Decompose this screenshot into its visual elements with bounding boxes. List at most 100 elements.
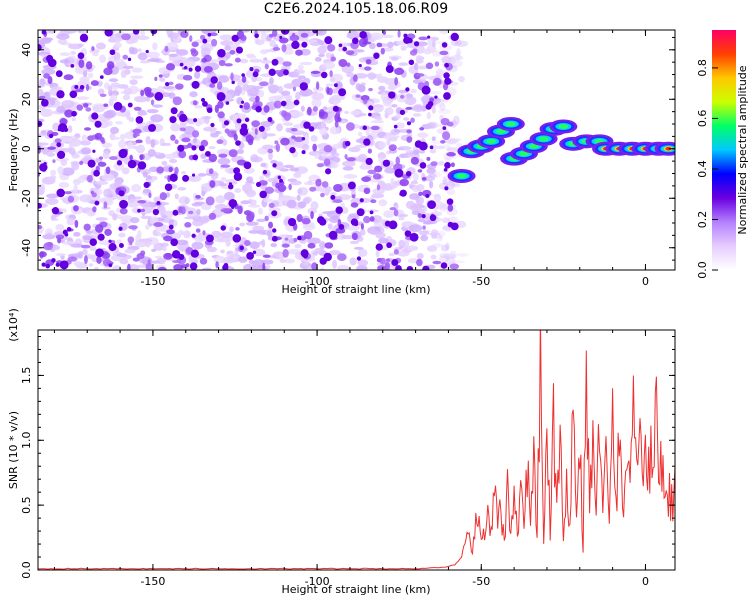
noise-speckle — [230, 72, 234, 81]
noise-speckle — [280, 30, 290, 35]
noise-speckle — [233, 133, 238, 141]
noise-speckle — [285, 127, 290, 133]
noise-speckle — [195, 228, 201, 233]
noise-speckle — [235, 46, 243, 54]
noise-speckle — [125, 111, 131, 120]
noise-speckle — [43, 73, 50, 79]
noise-speckle — [427, 200, 437, 210]
noise-speckle — [417, 213, 423, 219]
noise-speckle — [267, 177, 279, 183]
noise-speckle — [393, 124, 398, 129]
noise-speckle — [245, 70, 254, 78]
noise-speckle — [137, 161, 147, 170]
noise-speckle — [421, 214, 426, 219]
noise-speckle — [216, 139, 224, 145]
noise-speckle — [126, 141, 134, 150]
noise-speckle — [346, 71, 354, 78]
noise-speckle — [346, 157, 356, 162]
noise-speckle — [40, 37, 52, 44]
noise-speckle — [415, 54, 423, 64]
colorbar-tick-label: 0.2 — [696, 211, 709, 229]
snr-xlabel: Height of straight line (km) — [281, 583, 430, 596]
noise-speckle — [456, 39, 462, 46]
noise-speckle — [299, 82, 309, 91]
noise-speckle — [38, 185, 46, 193]
noise-speckle — [105, 166, 111, 175]
noise-speckle — [163, 252, 173, 260]
noise-speckle — [244, 240, 251, 247]
noise-speckle — [324, 185, 332, 193]
noise-speckle — [113, 162, 125, 171]
noise-speckle — [119, 207, 128, 215]
noise-speckle — [412, 202, 423, 211]
noise-speckle — [246, 176, 254, 184]
noise-speckle — [110, 136, 121, 140]
noise-speckle — [450, 32, 459, 42]
noise-speckle — [56, 188, 65, 198]
noise-speckle — [218, 60, 226, 67]
noise-speckle — [46, 152, 55, 158]
noise-speckle — [387, 84, 397, 91]
noise-speckle — [74, 85, 79, 90]
noise-speckle — [235, 227, 240, 231]
noise-speckle — [264, 63, 269, 70]
noise-speckle — [208, 168, 214, 175]
noise-speckle — [282, 122, 294, 126]
noise-speckle — [241, 73, 245, 77]
noise-speckle — [367, 148, 372, 154]
noise-speckle — [410, 117, 415, 123]
noise-speckle — [67, 256, 78, 262]
noise-speckle — [458, 76, 465, 83]
noise-speckle — [146, 109, 159, 114]
y-tick-label: 0.0 — [20, 561, 33, 579]
noise-speckle — [370, 125, 380, 131]
noise-speckle — [58, 182, 70, 188]
noise-speckle — [275, 96, 283, 101]
noise-speckle — [220, 164, 231, 168]
noise-speckle — [363, 215, 371, 224]
x-tick-label: -150 — [140, 575, 165, 588]
noise-speckle — [166, 229, 175, 235]
noise-speckle — [260, 49, 268, 55]
noise-speckle — [322, 106, 328, 111]
noise-speckle — [152, 231, 162, 237]
noise-speckle — [165, 82, 170, 87]
noise-speckle — [302, 143, 310, 151]
noise-speckle — [156, 166, 164, 174]
noise-speckle — [286, 199, 297, 209]
noise-speckle — [328, 230, 338, 240]
noise-speckle — [447, 57, 456, 65]
noise-speckle — [74, 133, 81, 137]
noise-speckle — [290, 180, 302, 186]
noise-speckle — [83, 223, 91, 231]
noise-speckle — [127, 263, 131, 270]
signal-peak — [665, 146, 672, 151]
noise-speckle — [152, 104, 164, 108]
noise-speckle — [161, 160, 168, 166]
noise-speckle — [335, 113, 339, 118]
noise-speckle — [454, 52, 461, 61]
noise-speckle — [162, 246, 167, 252]
noise-speckle — [137, 200, 147, 204]
noise-speckle — [71, 110, 77, 117]
signal-core — [528, 143, 539, 149]
noise-speckle — [146, 179, 155, 184]
noise-speckle — [279, 37, 289, 44]
noise-speckle — [454, 40, 469, 47]
noise-speckle — [446, 152, 456, 157]
noise-speckle — [225, 51, 231, 60]
noise-speckle — [191, 202, 203, 207]
noise-speckle — [73, 231, 81, 237]
noise-speckle — [447, 221, 454, 228]
noise-speckle — [47, 146, 57, 150]
noise-speckle — [418, 191, 423, 196]
noise-speckle — [289, 167, 300, 172]
noise-speckle — [235, 140, 241, 146]
noise-speckle — [388, 106, 393, 114]
noise-speckle — [311, 98, 322, 108]
noise-speckle — [59, 59, 70, 64]
noise-speckle — [202, 230, 206, 236]
noise-speckle — [130, 75, 144, 79]
noise-speckle — [236, 81, 244, 86]
noise-speckle — [81, 134, 88, 142]
